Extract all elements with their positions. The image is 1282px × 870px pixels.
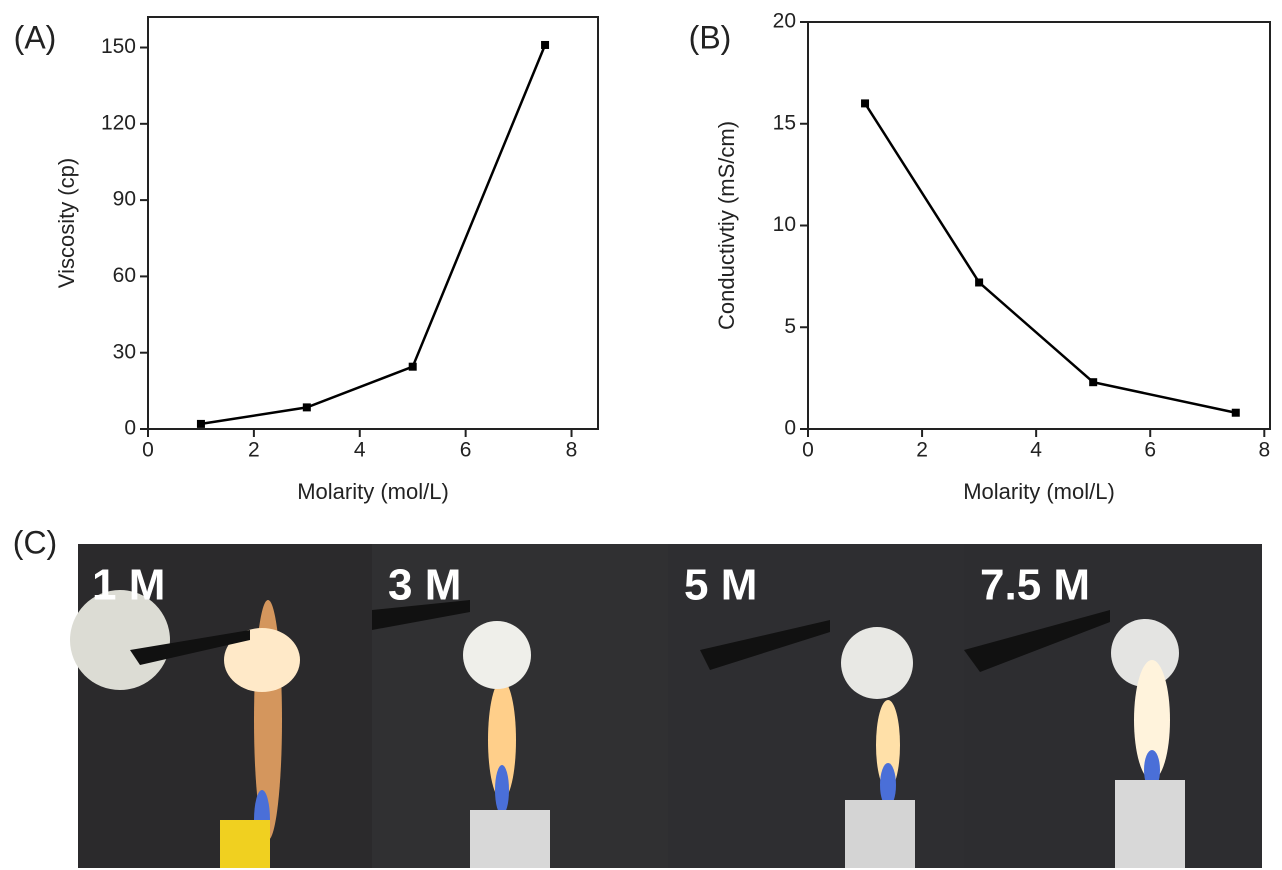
data-line [865,103,1236,412]
data-point [303,403,311,411]
x-tick-label: 4 [354,439,366,462]
y-tick-label: 5 [784,315,796,338]
y-tick-label: 90 [113,188,136,211]
panel-label: (B) [689,19,732,55]
photo-caption: 1 M [92,561,165,610]
data-point [409,363,417,371]
x-tick-label: 0 [142,439,154,462]
data-line [201,45,545,424]
x-tick-label: 8 [1258,439,1270,462]
photo-panel: 1 M 3 M 5 M 7.5 M [70,544,1262,868]
x-tick-label: 6 [1144,439,1156,462]
panel-label: (C) [13,524,57,560]
y-tick-label: 0 [124,417,136,440]
x-axis-title: Molarity (mol/L) [297,479,449,504]
y-axis-title: Viscosity (cp) [54,158,79,288]
y-tick-label: 0 [784,417,796,440]
x-tick-label: 0 [802,439,814,462]
photo-caption: 3 M [388,561,461,610]
data-point [1232,409,1240,417]
chart: 0 2 4 6 8 0 30 60 90 120 150 Molarity (mol/L) Viscos… [14,17,598,504]
y-tick-label: 10 [773,213,796,236]
data-point [541,41,549,49]
data-point [1089,378,1097,386]
y-tick-label: 150 [101,35,136,58]
y-tick-label: 30 [113,340,136,363]
figure: 1 M3 M5 M7.5 M 024680306090120150Molarit… [0,0,1282,870]
data-point [861,99,869,107]
photo-caption: 5 M [684,561,757,610]
photo-caption: 7.5 M [980,561,1090,610]
chart: 0 2 4 6 8 0 5 10 15 20 Molarity (mol/L) Conductivti… [689,10,1270,504]
y-tick-label: 15 [773,111,796,134]
y-axis-title: Conductivtiy (mS/cm) [714,121,739,330]
x-tick-label: 2 [248,439,260,462]
panel-label: (A) [14,19,57,55]
plot-frame [808,22,1270,429]
x-axis-title: Molarity (mol/L) [963,479,1115,504]
x-tick-label: 6 [460,439,472,462]
data-point [197,420,205,428]
y-tick-label: 120 [101,111,136,134]
x-tick-label: 8 [566,439,578,462]
y-tick-label: 20 [773,10,796,33]
x-tick-label: 4 [1030,439,1042,462]
x-tick-label: 2 [916,439,928,462]
y-tick-label: 60 [113,264,136,287]
data-point [975,278,983,286]
